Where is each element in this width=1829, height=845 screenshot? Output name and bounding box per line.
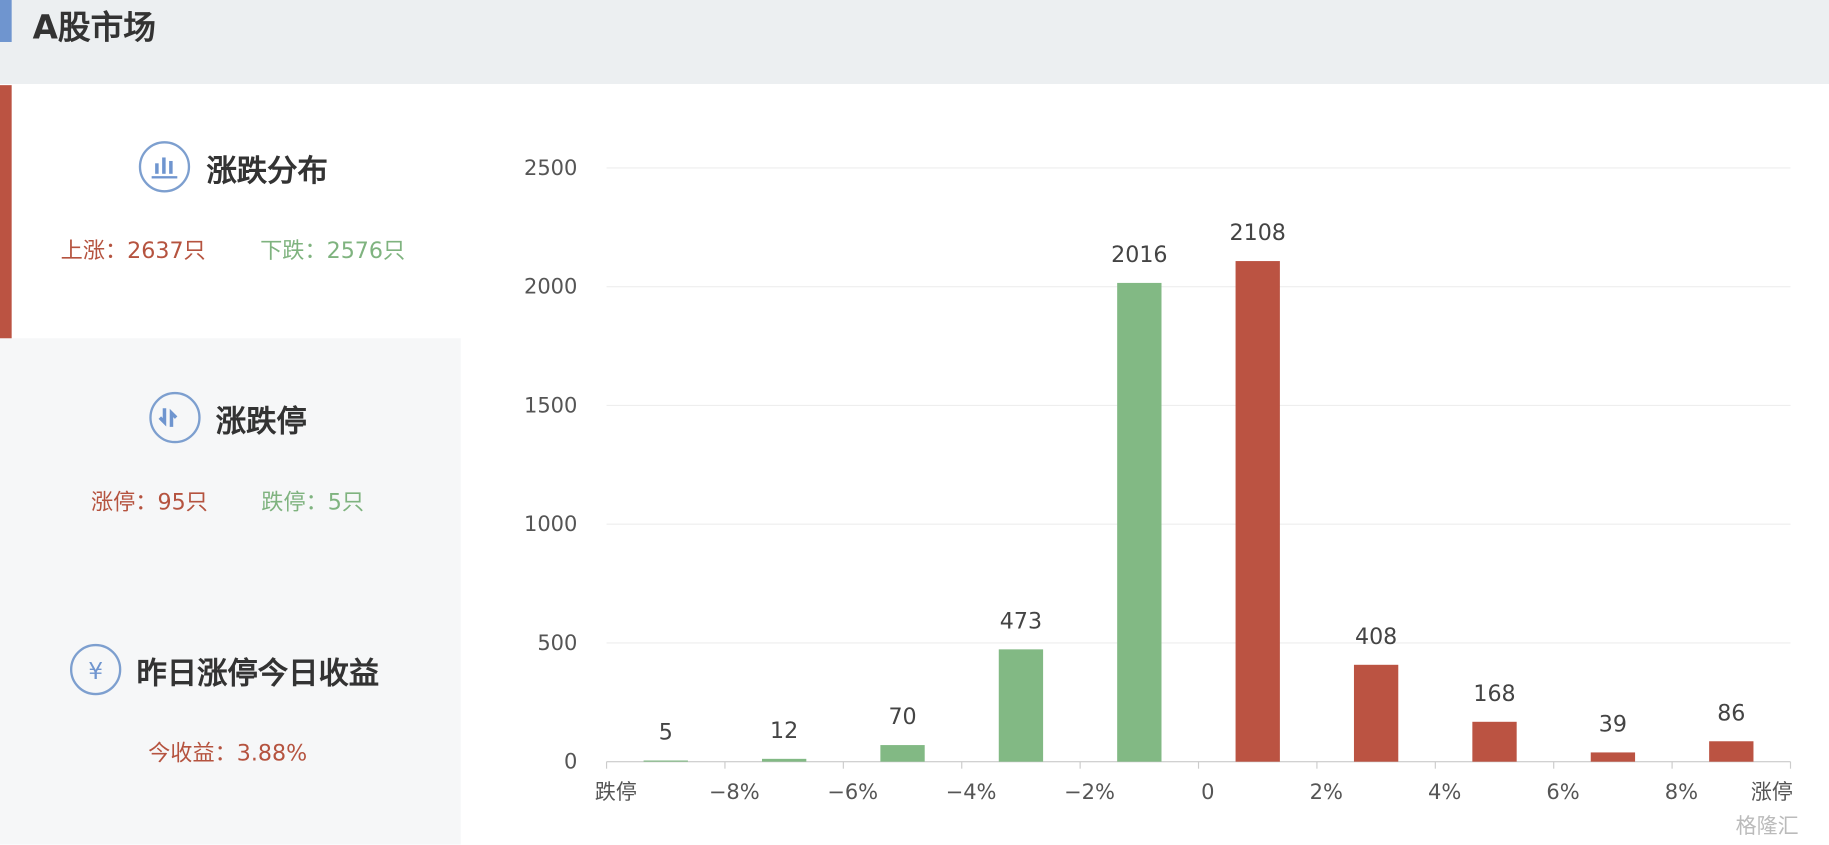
x-tick-label: 2% <box>1310 780 1343 804</box>
panel-title: 涨跌停 <box>215 404 307 440</box>
icon <box>149 391 201 444</box>
bar <box>1353 664 1399 762</box>
x-tick-label: −2% <box>1064 780 1115 804</box>
value-label: 70 <box>888 704 916 730</box>
y-tick-label: 2500 <box>524 156 577 180</box>
side-panel <box>0 338 461 845</box>
bar <box>880 745 925 762</box>
value-label: 5 <box>659 720 673 746</box>
x-tick-label: 8% <box>1665 780 1698 804</box>
header-accent <box>0 0 12 42</box>
panel-title: 昨日涨停今日收益 <box>136 656 380 692</box>
value-label: 86 <box>1717 700 1745 726</box>
bar <box>998 649 1044 762</box>
bar <box>1590 752 1636 762</box>
bar <box>761 758 807 762</box>
bar <box>1472 721 1517 762</box>
value-label: 473 <box>1000 608 1042 634</box>
y-tick-label: 1000 <box>524 512 577 536</box>
y-tick-label: 1500 <box>524 393 577 417</box>
bar <box>1709 741 1754 762</box>
x-tick-label: −6% <box>827 780 878 804</box>
value-label: 168 <box>1473 681 1515 707</box>
stat: 下跌：2576只 <box>260 237 406 264</box>
x-tick-label: 6% <box>1546 780 1579 804</box>
watermark: 格隆汇 <box>1735 814 1799 839</box>
bar <box>643 760 688 762</box>
bar <box>1117 282 1162 762</box>
active-bar <box>0 85 12 339</box>
x-tick-label: 涨停 <box>1751 780 1793 804</box>
x-tick-label: −4% <box>946 780 997 804</box>
panel-title: 涨跌分布 <box>206 153 328 189</box>
y-tick-label: 2000 <box>524 275 577 299</box>
value-label: 2016 <box>1111 242 1167 268</box>
x-tick-label: 跌停 <box>595 780 637 804</box>
svg-text:¥: ¥ <box>88 658 103 685</box>
value-label: 39 <box>1599 711 1627 737</box>
x-tick-label: −8% <box>709 780 760 804</box>
value-label: 12 <box>770 718 798 744</box>
header-title: A股市场 <box>32 8 156 47</box>
stat: 上涨：2637只 <box>60 237 206 264</box>
stat: 跌停：5只 <box>261 489 365 516</box>
icons: ¥ <box>69 141 201 696</box>
stat: 涨停：95只 <box>90 489 208 516</box>
y-tick-label: 0 <box>564 750 577 774</box>
stat: 今收益：3.88% <box>148 740 308 767</box>
icon <box>138 141 191 193</box>
value-label: 408 <box>1355 624 1397 650</box>
y-tick-label: 500 <box>537 631 577 655</box>
header <box>0 0 1829 84</box>
icon <box>69 643 122 696</box>
bar <box>1235 261 1280 762</box>
value-label: 2108 <box>1230 220 1286 246</box>
x-tick-label: 4% <box>1428 780 1461 804</box>
x-tick-label: 0 <box>1201 780 1214 804</box>
